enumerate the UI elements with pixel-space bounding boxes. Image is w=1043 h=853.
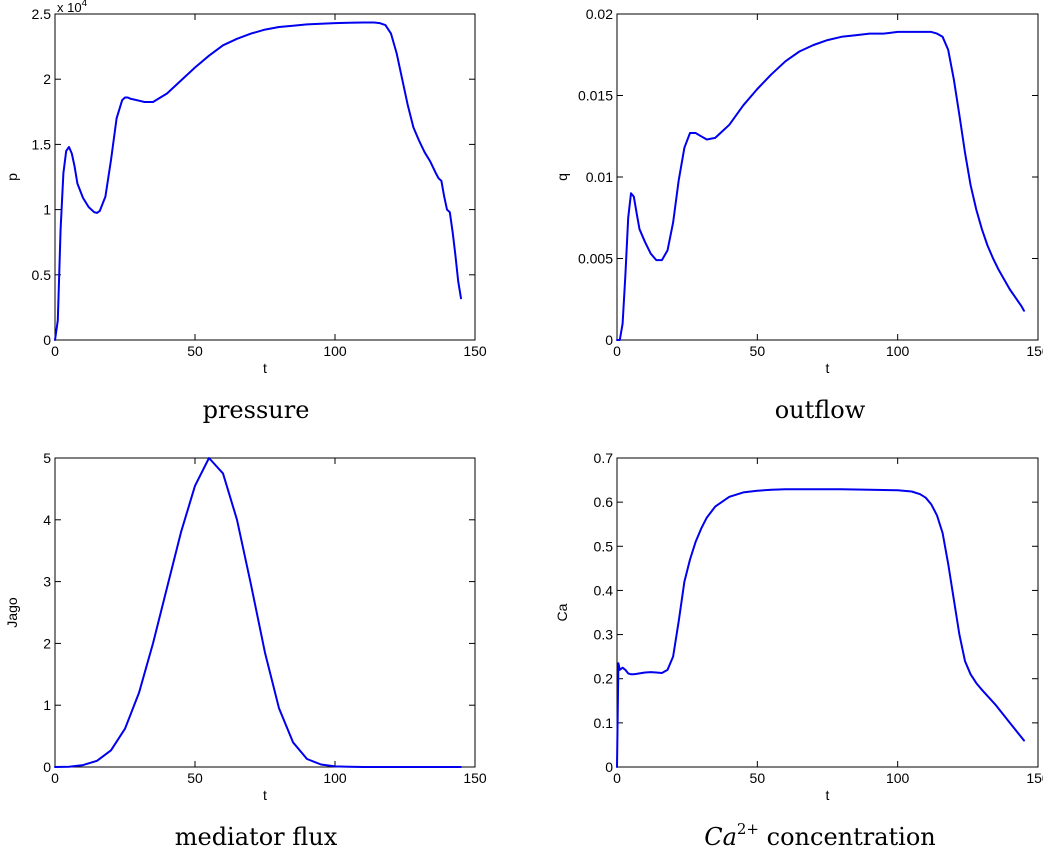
y-tick-label: 0.4 [594, 582, 614, 598]
x-tick-label: 150 [1026, 770, 1043, 786]
x-tick-label: 150 [463, 343, 487, 359]
panel-caption: pressure [203, 396, 310, 424]
axes-frame [616, 457, 1039, 768]
x-tick-label: 150 [1026, 343, 1043, 359]
y-tick-label: 0.01 [586, 169, 613, 185]
y-tick-label: 0.02 [586, 6, 613, 22]
y-tick-label: 0.5 [594, 538, 614, 554]
x-tick-label: 50 [187, 343, 203, 359]
y-tick-label: 0.7 [594, 450, 614, 466]
x-tick-label: 0 [51, 343, 59, 359]
x-tick-label: 100 [886, 770, 910, 786]
x-axis-label: t [826, 787, 830, 803]
panel-caption: outflow [775, 396, 866, 424]
x-tick-label: 100 [886, 343, 910, 359]
y-tick-label: 0.2 [594, 671, 614, 687]
x-tick-label: 150 [463, 770, 487, 786]
y-tick-label: 2.5 [32, 6, 52, 22]
y-tick-label: 0.3 [594, 627, 614, 643]
series-line-1 [54, 457, 462, 768]
y-axis-label: q [554, 173, 570, 181]
series-line-1 [616, 30, 1025, 341]
x-tick-label: 0 [51, 770, 59, 786]
x-tick-label: 100 [323, 770, 347, 786]
x-tick-label: 50 [187, 770, 203, 786]
y-tick-label: 0 [605, 332, 613, 348]
x-axis-label: t [263, 360, 267, 376]
y-axis-label: Ca [554, 603, 570, 621]
y-axis-label: Jago [4, 597, 20, 628]
y-tick-label: 1.5 [32, 136, 52, 152]
x-tick-label: 50 [750, 770, 766, 786]
panel-caption: Ca2+ concentration [704, 820, 936, 851]
y-tick-label: 0.6 [594, 494, 614, 510]
y-axis-label: p [4, 173, 20, 181]
y-tick-label: 1 [43, 202, 51, 218]
y-tick-label: 0.5 [32, 267, 52, 283]
y-tick-label: 2 [43, 71, 51, 87]
axes-frame [54, 457, 476, 768]
x-tick-label: 100 [323, 343, 347, 359]
y-tick-label: 2 [43, 635, 51, 651]
chart-panel-4: 0 50 100 150 0 0.1 0.2 0.3 0.4 0.5 0.6 0.7 t Ca Ca2+ c… [554, 450, 1043, 851]
y-tick-label: 3 [43, 574, 51, 590]
y-tick-label: 0.005 [578, 251, 613, 267]
y-tick-label: 0 [43, 332, 51, 348]
panel-caption: mediator flux [175, 823, 338, 851]
y-tick-label: 4 [43, 512, 51, 528]
chart-panel-1: 0 50 100 150 0 0.5 1 1.5 2 2.5 t p x 104 pressure [4, 0, 487, 424]
y-multiplier-label: x 104 [57, 0, 88, 15]
chart-panel-3: 0 50 100 150 0 1 2 3 4 5 t Jago mediator flux [4, 450, 487, 851]
series-line-1 [54, 21, 462, 341]
x-axis-label: t [826, 360, 830, 376]
series-line-1 [616, 488, 1025, 768]
y-tick-label: 0 [43, 759, 51, 775]
y-tick-label: 0.015 [578, 88, 613, 104]
axes-frame [54, 13, 476, 341]
chart-panel-2: 0 50 100 150 0 0.005 0.01 0.015 0.02 t q outflow [554, 6, 1043, 424]
y-tick-label: 0 [605, 759, 613, 775]
y-tick-label: 5 [43, 450, 51, 466]
x-axis-label: t [263, 787, 267, 803]
x-tick-label: 50 [750, 343, 766, 359]
y-tick-label: 0.1 [594, 715, 614, 731]
x-tick-label: 0 [613, 343, 621, 359]
x-tick-label: 0 [613, 770, 621, 786]
y-tick-label: 1 [43, 697, 51, 713]
